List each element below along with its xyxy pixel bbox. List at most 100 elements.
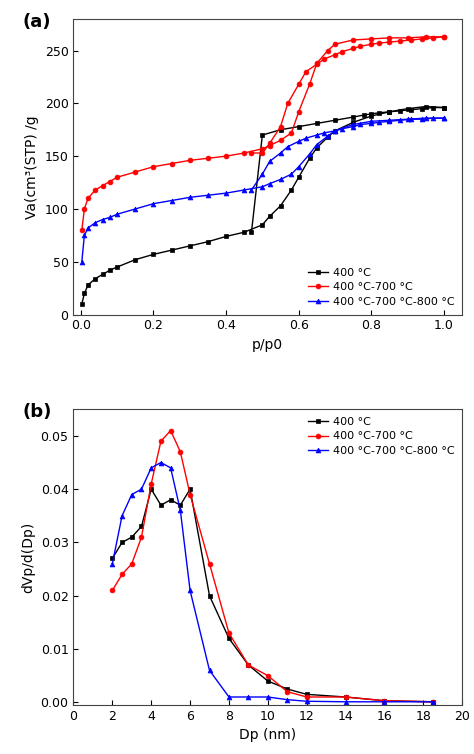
400 °C-700 °C — [107, 177, 113, 186]
400 °C — [260, 220, 265, 229]
400 °C — [267, 212, 273, 221]
400 °C-700 °C — [289, 128, 294, 137]
400 °C-700 °C — [296, 107, 301, 116]
400 °C-700 °C — [168, 426, 173, 435]
400 °C-700 °C-800 °C — [132, 204, 138, 213]
400 °C-700 °C-800 °C — [169, 196, 174, 205]
400 °C — [223, 232, 229, 241]
400 °C — [343, 692, 348, 701]
400 °C — [148, 485, 154, 494]
400 °C — [207, 591, 212, 600]
Line: 400 °C: 400 °C — [110, 487, 436, 704]
400 °C-700 °C — [267, 141, 273, 150]
400 °C — [405, 104, 410, 113]
400 °C-700 °C-800 °C — [205, 191, 211, 200]
400 °C-700 °C — [284, 687, 290, 696]
400 °C-700 °C-800 °C — [423, 114, 428, 123]
400 °C — [314, 143, 319, 152]
400 °C-700 °C-800 °C — [314, 140, 319, 149]
400 °C-700 °C-800 °C — [129, 490, 135, 499]
400 °C — [177, 501, 183, 510]
400 °C-700 °C-800 °C — [177, 506, 183, 515]
400 °C — [325, 133, 330, 142]
400 °C — [265, 676, 271, 685]
400 °C-700 °C — [307, 80, 312, 89]
400 °C-700 °C — [304, 692, 310, 701]
400 °C-700 °C-800 °C — [92, 218, 98, 227]
Legend: 400 °C, 400 °C-700 °C, 400 °C-700 °C-800 °C: 400 °C, 400 °C-700 °C, 400 °C-700 °C-800… — [306, 415, 456, 458]
400 °C-700 °C-800 °C — [114, 210, 120, 219]
400 °C — [138, 522, 144, 531]
400 °C-700 °C-800 °C — [278, 175, 283, 184]
Legend: 400 °C, 400 °C-700 °C, 400 °C-700 °C-800 °C: 400 °C, 400 °C-700 °C, 400 °C-700 °C-800… — [306, 265, 456, 309]
400 °C-700 °C — [148, 480, 154, 489]
400 °C — [423, 102, 428, 111]
Text: (b): (b) — [23, 403, 52, 421]
400 °C-700 °C-800 °C — [289, 170, 294, 179]
400 °C-700 °C — [387, 33, 392, 42]
400 °C-700 °C — [207, 559, 212, 569]
400 °C-700 °C — [223, 152, 229, 161]
400 °C-700 °C — [441, 32, 447, 41]
400 °C-700 °C — [430, 697, 436, 706]
400 °C — [278, 201, 283, 210]
400 °C-700 °C — [278, 136, 283, 145]
400 °C — [382, 696, 387, 705]
400 °C-700 °C-800 °C — [100, 215, 105, 224]
Line: 400 °C-700 °C: 400 °C-700 °C — [79, 35, 447, 232]
400 °C-700 °C-800 °C — [350, 120, 356, 129]
400 °C-700 °C — [187, 490, 193, 499]
400 °C — [151, 250, 156, 259]
400 °C — [296, 173, 301, 182]
400 °C — [109, 554, 115, 563]
400 °C-700 °C — [343, 692, 348, 701]
400 °C — [430, 697, 436, 706]
400 °C-700 °C — [382, 696, 387, 705]
400 °C — [307, 154, 312, 163]
400 °C-700 °C-800 °C — [158, 458, 164, 467]
X-axis label: p/p0: p/p0 — [252, 338, 283, 352]
400 °C-700 °C-800 °C — [82, 231, 87, 240]
Line: 400 °C-700 °C-800 °C: 400 °C-700 °C-800 °C — [79, 115, 447, 264]
400 °C — [79, 299, 85, 308]
400 °C — [241, 228, 247, 237]
400 °C-700 °C — [109, 586, 115, 595]
400 °C-700 °C-800 °C — [405, 115, 410, 124]
400 °C-700 °C-800 °C — [307, 149, 312, 158]
400 °C-700 °C — [132, 167, 138, 176]
400 °C-700 °C-800 °C — [304, 697, 310, 706]
400 °C-700 °C-800 °C — [187, 586, 193, 595]
Text: (a): (a) — [23, 13, 52, 31]
400 °C-700 °C — [169, 159, 174, 168]
400 °C — [350, 118, 356, 127]
400 °C-700 °C — [423, 32, 428, 41]
400 °C-700 °C-800 °C — [85, 223, 91, 232]
400 °C-700 °C-800 °C — [79, 257, 85, 266]
400 °C-700 °C — [314, 59, 319, 68]
400 °C — [168, 495, 173, 504]
400 °C — [129, 532, 135, 541]
Line: 400 °C-700 °C: 400 °C-700 °C — [110, 428, 436, 704]
400 °C — [387, 107, 392, 116]
400 °C-700 °C-800 °C — [119, 511, 125, 520]
400 °C — [368, 112, 374, 121]
400 °C-700 °C-800 °C — [187, 193, 192, 202]
400 °C — [246, 661, 251, 670]
400 °C-700 °C-800 °C — [107, 213, 113, 222]
400 °C-700 °C — [82, 204, 87, 213]
400 °C-700 °C-800 °C — [241, 185, 247, 195]
400 °C-700 °C — [368, 35, 374, 44]
400 °C-700 °C-800 °C — [343, 697, 348, 706]
400 °C — [107, 265, 113, 274]
400 °C-700 °C-800 °C — [226, 692, 232, 701]
400 °C-700 °C — [226, 629, 232, 638]
400 °C-700 °C-800 °C — [148, 464, 154, 473]
400 °C-700 °C-800 °C — [441, 114, 447, 123]
400 °C — [85, 280, 91, 290]
400 °C-700 °C — [350, 35, 356, 44]
400 °C-700 °C — [138, 532, 144, 541]
400 °C-700 °C — [405, 33, 410, 42]
400 °C-700 °C-800 °C — [223, 188, 229, 198]
Y-axis label: Va(cm³(STP) /g: Va(cm³(STP) /g — [25, 115, 39, 219]
400 °C-700 °C-800 °C — [296, 162, 301, 171]
